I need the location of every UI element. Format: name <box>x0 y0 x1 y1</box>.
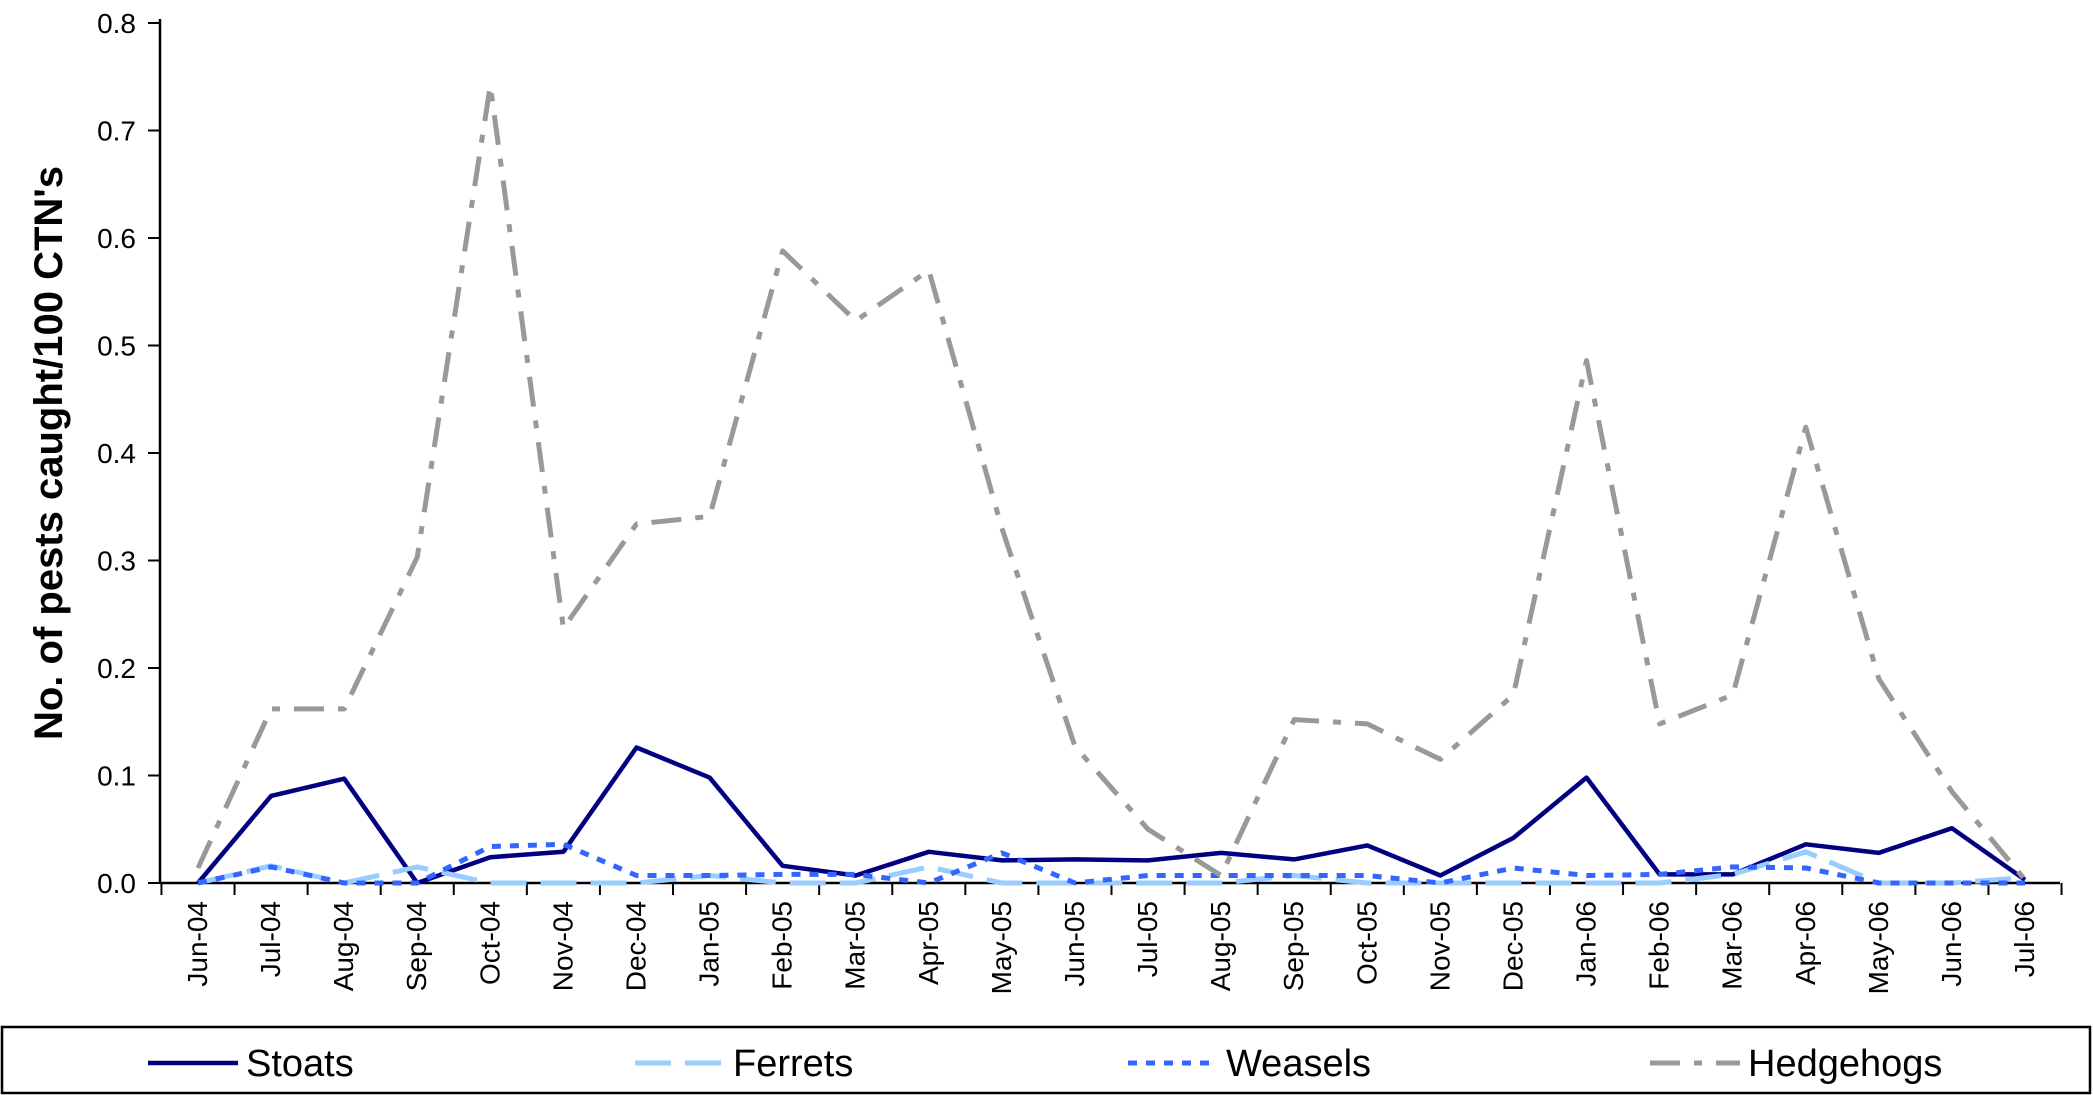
x-tick-label: Nov-04 <box>547 901 578 991</box>
x-tick-label: May-06 <box>1863 901 1894 994</box>
x-tick-label: Dec-04 <box>620 901 651 991</box>
y-tick-label: 0.6 <box>97 223 136 254</box>
x-tick-label: Oct-05 <box>1351 901 1382 985</box>
legend-label-hedgehogs: Hedgehogs <box>1748 1043 1942 1085</box>
x-tick-label: Oct-04 <box>474 901 505 985</box>
x-tick-label: Mar-06 <box>1717 901 1748 990</box>
y-tick-label: 0.3 <box>97 546 136 577</box>
x-tick-label: Jun-04 <box>182 901 213 987</box>
x-tick-label: Aug-04 <box>328 901 359 991</box>
x-tick-label: Jul-04 <box>255 901 286 977</box>
x-tick-label: Feb-06 <box>1644 901 1675 990</box>
x-tick-label: Jul-06 <box>2009 901 2040 977</box>
x-tick-label: Jun-06 <box>1936 901 1967 987</box>
x-tick-label: Mar-05 <box>840 901 871 990</box>
ticks: 0.0 0.1 0.2 0.3 0.4 0.5 0.6 0.7 0.8 Jun-04 Jul-04 A… <box>97 8 2063 994</box>
x-tick-label: Apr-06 <box>1790 901 1821 985</box>
series-layer <box>195 82 2027 886</box>
x-tick-label: Apr-05 <box>913 901 944 985</box>
legend-label-ferrets: Ferrets <box>733 1043 853 1085</box>
series-line-weasels <box>197 841 2025 886</box>
x-tick-label: Aug-05 <box>1205 901 1236 991</box>
x-tick-label: Jul-05 <box>1132 901 1163 977</box>
y-tick-label: 0.7 <box>97 116 136 147</box>
x-tick-label: Nov-05 <box>1424 901 1455 991</box>
y-tick-label: 0.0 <box>97 868 136 899</box>
x-tick-label: Dec-05 <box>1497 901 1528 991</box>
x-tick-label: May-05 <box>986 901 1017 994</box>
series-line-stoats <box>196 745 2027 886</box>
x-tick-label: Feb-05 <box>767 901 798 990</box>
x-tick-label: Sep-05 <box>1278 901 1309 991</box>
x-tick-label: Jan-06 <box>1571 901 1602 987</box>
series-line-hedgehogs <box>195 82 2027 882</box>
y-tick-label: 0.1 <box>97 761 136 792</box>
y-axis-title-group: No. of pests caught/100 CTN's <box>27 166 71 740</box>
x-tick-label: Jan-05 <box>694 901 725 987</box>
series-line-ferrets <box>197 849 2026 886</box>
legend: Stoats Ferrets Weasels Hedgehogs <box>0 1025 2092 1095</box>
y-tick-label: 0.5 <box>97 331 136 362</box>
axes <box>158 19 2060 885</box>
y-tick-label: 0.4 <box>97 438 136 469</box>
legend-box <box>0 1025 2092 1095</box>
y-tick-label: 0.8 <box>97 8 136 39</box>
y-axis-title: No. of pests caught/100 CTN's <box>27 166 71 740</box>
legend-label-weasels: Weasels <box>1226 1043 1371 1085</box>
x-tick-label: Sep-04 <box>401 901 432 991</box>
x-tick-label: Jun-05 <box>1059 901 1090 987</box>
legend-label-stoats: Stoats <box>246 1043 354 1085</box>
y-tick-label: 0.2 <box>97 653 136 684</box>
